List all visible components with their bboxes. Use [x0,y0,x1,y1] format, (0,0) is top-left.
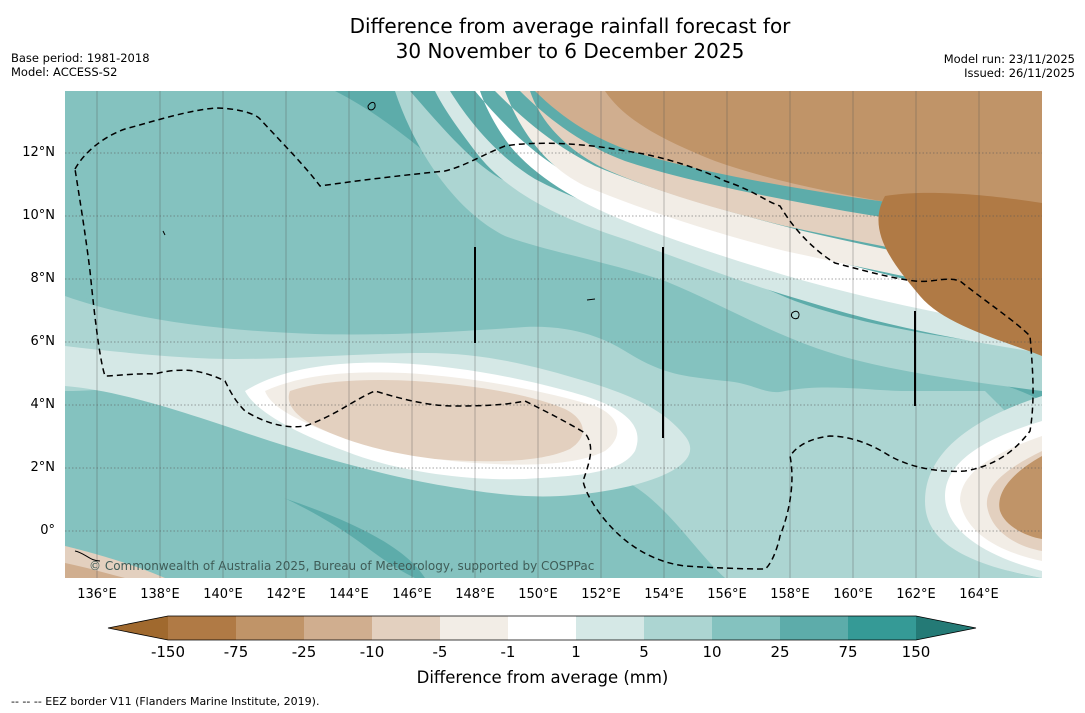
northern-dry-area-strong [605,91,1042,223]
x-tick-label: 152°E [581,587,621,602]
x-tick-label: 160°E [833,587,873,602]
title-line-1: Difference from average rainfall forecas… [349,14,791,38]
y-tick-label: 0° [40,523,55,538]
colorbar-title: Difference from average (mm) [416,668,669,687]
y-tick-label: 6°N [30,334,56,349]
colorbar-segment [372,616,440,640]
very-dry-area [878,192,1042,356]
islands [74,101,800,562]
y-tick-label: 4°N [30,397,56,412]
colorbar-label: 150 [901,643,931,661]
colorbar-segment [236,616,304,640]
x-tick-label: 150°E [518,587,558,602]
colorbar-label: -1 [500,643,516,661]
x-tick-label: 138°E [140,587,180,602]
colorbar-segment [576,616,644,640]
issued-label: Issued: 26/11/2025 [964,66,1075,80]
y-tick-label: 10°N [22,208,55,223]
colorbar-segment [780,616,848,640]
rainfall-anomaly-map [65,91,1042,578]
x-tick-label: 142°E [266,587,306,602]
colorbar-label: 10 [702,643,722,661]
chart-title: Difference from average rainfall forecas… [0,14,1085,64]
x-tick-label: 156°E [707,587,747,602]
copyright-notice: © Commonwealth of Australia 2025, Bureau… [89,559,595,573]
eez-border-dashed [74,107,1034,570]
colorbar-label: 1 [571,643,581,661]
colorbar-label: -75 [223,643,249,661]
colorbar-label: 75 [838,643,858,661]
moderate-dry-zone [288,380,583,462]
colorbar-segment [168,616,236,640]
solid-boundary-lines [474,247,916,438]
eez-footnote: -- -- -- EEZ border V11 (Flanders Marine… [11,695,320,708]
y-tick-label: 8°N [30,271,56,286]
colorbar-left-arrow [108,616,168,640]
east-dry-area [999,456,1042,539]
colorbar-segment [712,616,780,640]
sw-corner-dry-strong [65,563,125,578]
colorbar-segment [440,616,508,640]
base-period-label: Base period: 1981-2018 [11,51,150,65]
colorbar-label: -150 [150,643,186,661]
x-tick-label: 148°E [455,587,495,602]
colorbar-segment [848,616,916,640]
x-tick-label: 136°E [77,587,117,602]
model-label: Model: ACCESS-S2 [11,65,118,79]
colorbar-segment [644,616,712,640]
colorbar-label: -10 [359,643,385,661]
colorbar-label: 25 [770,643,790,661]
title-line-2: 30 November to 6 December 2025 [395,39,745,63]
colorbar-segment [304,616,372,640]
meta-right: Model run: 23/11/2025 Issued: 26/11/2025 [944,52,1075,80]
x-tick-label: 146°E [392,587,432,602]
x-tick-label: 144°E [329,587,369,602]
northern-light-wet-band [395,91,1042,391]
colorbar-segment [508,616,576,640]
sw-wet-band [65,439,415,578]
x-tick-label: 158°E [770,587,810,602]
colorbar-label: -25 [291,643,317,661]
y-tick-label: 2°N [30,460,56,475]
x-tick-label: 140°E [203,587,243,602]
x-tick-label: 164°E [959,587,999,602]
x-tick-label: 162°E [896,587,936,602]
x-tick-label: 154°E [644,587,684,602]
colorbar [107,615,977,641]
colorbar-label: -5 [432,643,448,661]
y-tick-label: 12°N [22,145,55,160]
model-run-label: Model run: 23/11/2025 [943,52,1075,66]
meta-left: Base period: 1981-2018 Model: ACCESS-S2 [11,51,150,79]
colorbar-right-arrow [916,616,976,640]
colorbar-label: 5 [639,643,649,661]
